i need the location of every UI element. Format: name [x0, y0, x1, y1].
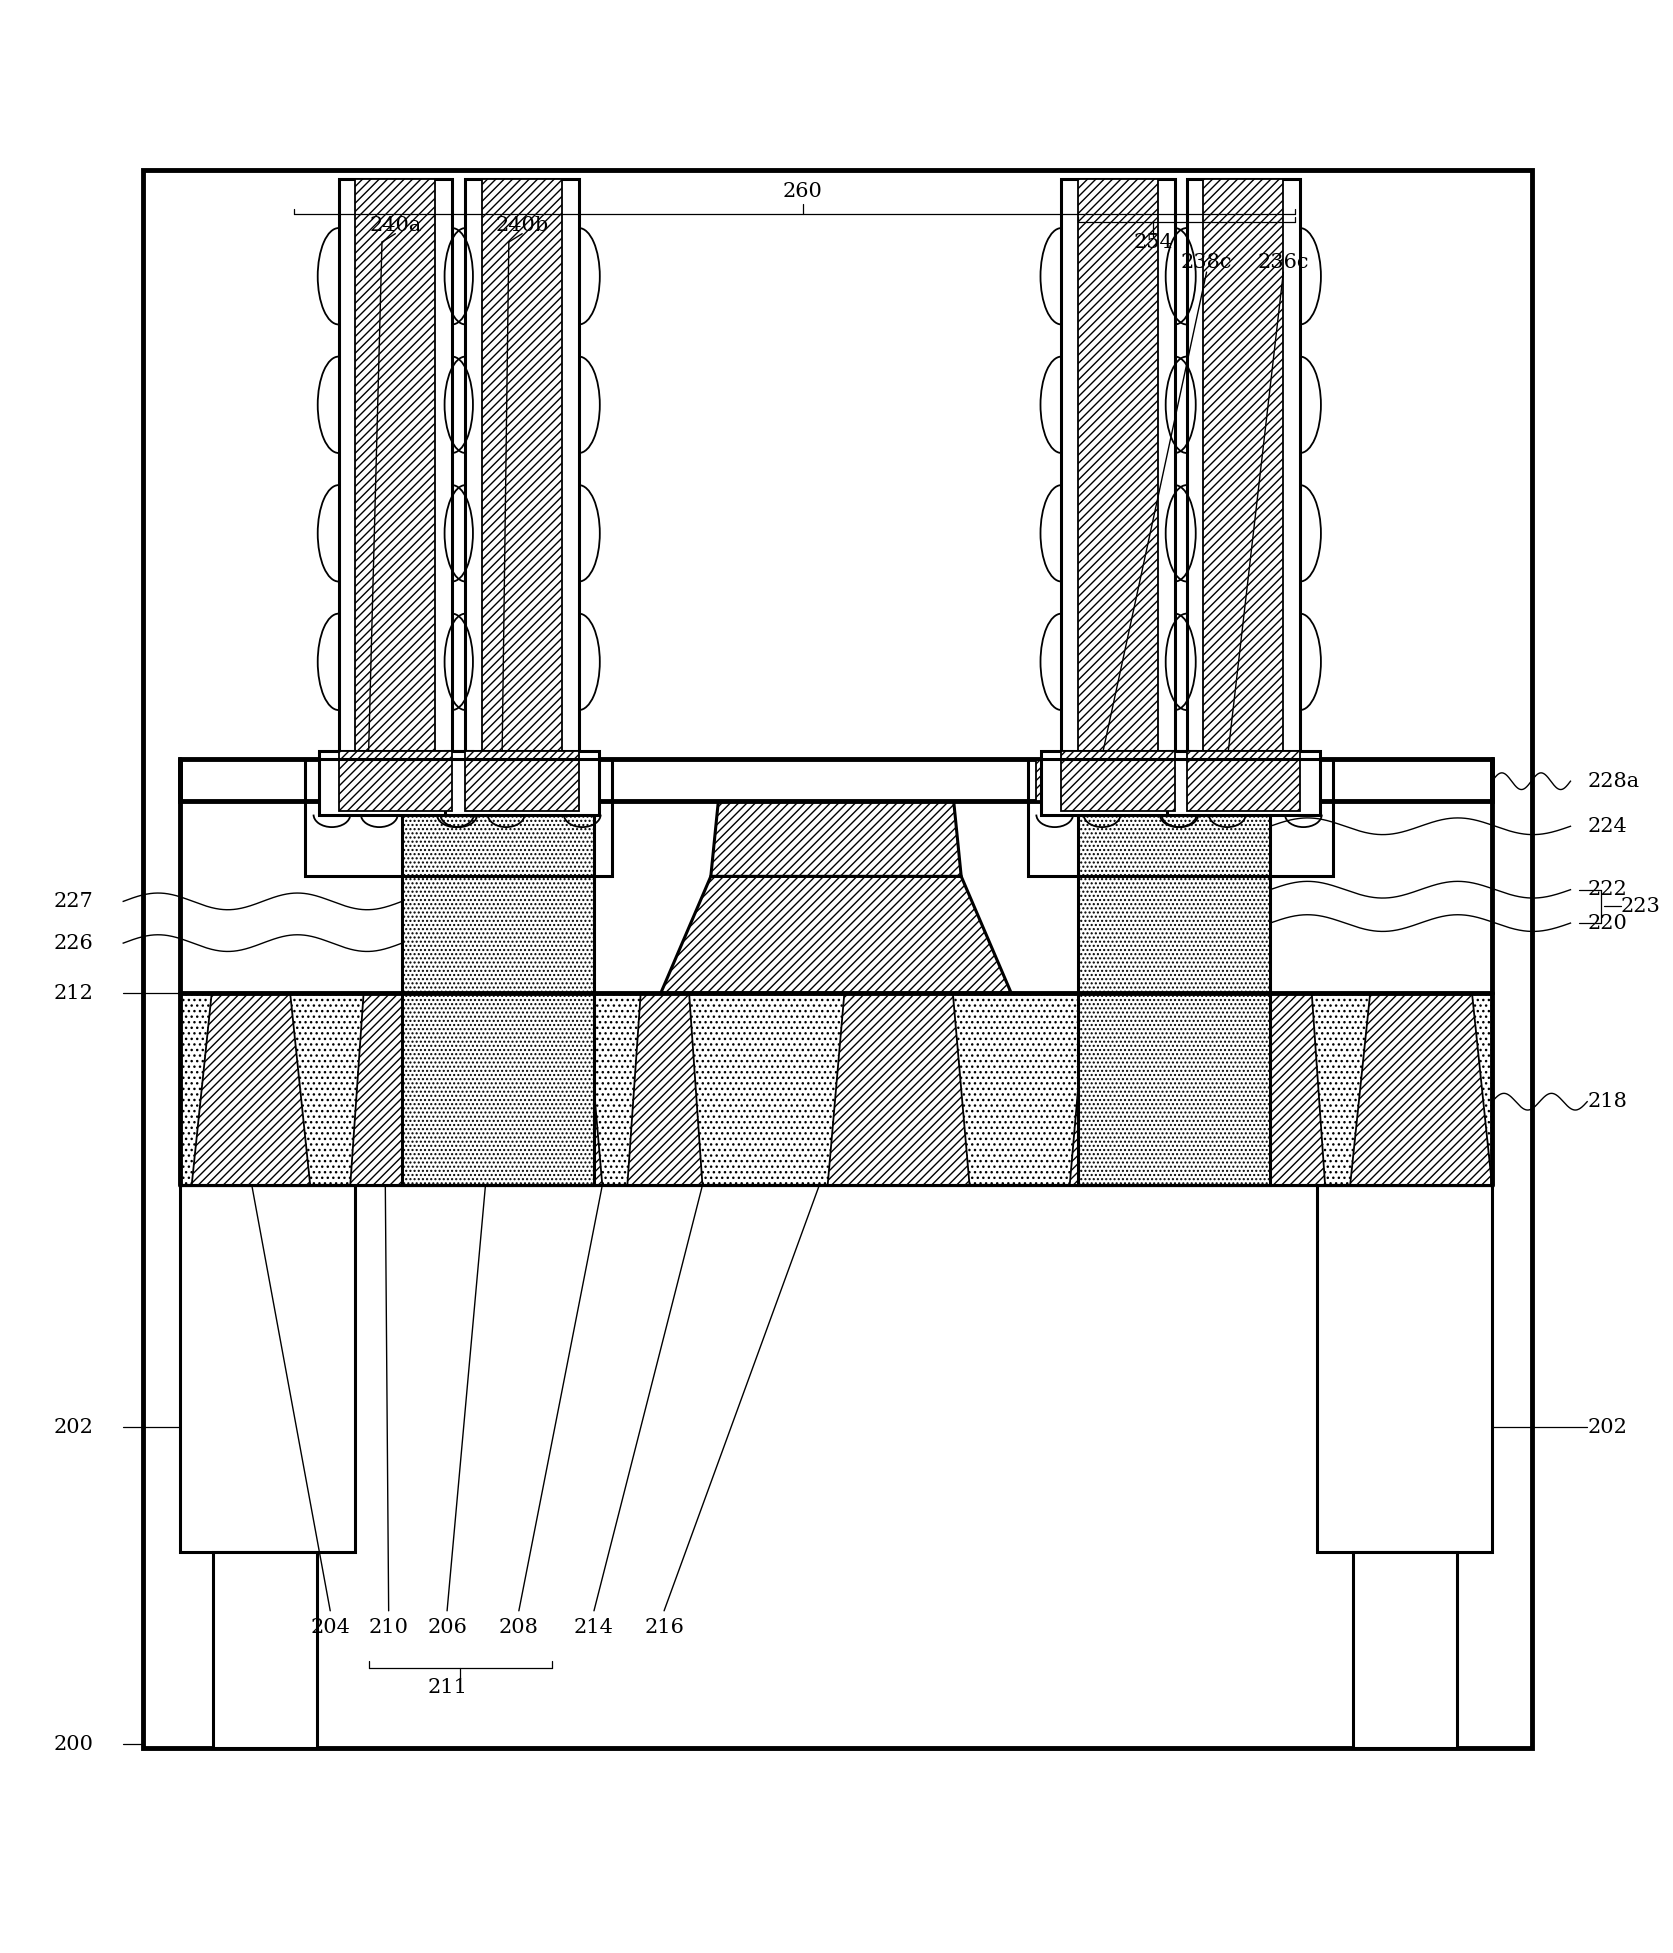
Polygon shape	[661, 877, 1010, 994]
Bar	[465, 178, 579, 760]
Text: 236c: 236c	[1258, 252, 1308, 271]
Bar	[1061, 752, 1174, 810]
Bar	[318, 760, 594, 801]
Text: 260: 260	[783, 182, 823, 201]
Bar	[1041, 752, 1195, 814]
Bar	[1077, 178, 1158, 752]
Text: 204: 204	[310, 1617, 350, 1637]
Text: 216: 216	[644, 1617, 684, 1637]
Polygon shape	[627, 994, 703, 1185]
Bar	[445, 752, 599, 814]
Bar	[1186, 752, 1300, 810]
Bar	[1061, 178, 1174, 760]
Bar	[465, 752, 579, 810]
Text: 226: 226	[54, 934, 94, 953]
Text: 218: 218	[1588, 1092, 1628, 1111]
Text: 222: 222	[1588, 881, 1626, 898]
Bar	[1166, 752, 1320, 814]
Text: 208: 208	[499, 1617, 539, 1637]
Bar	[355, 178, 435, 752]
Bar	[402, 760, 594, 1185]
Text: 202: 202	[1588, 1418, 1628, 1437]
Text: 220: 220	[1588, 914, 1628, 934]
Bar	[482, 178, 562, 752]
Text: 228a: 228a	[1588, 771, 1640, 791]
Polygon shape	[1250, 994, 1325, 1185]
Bar	[181, 801, 1492, 994]
Bar	[214, 1553, 316, 1748]
Text: 254: 254	[1133, 232, 1173, 252]
Text: 238c: 238c	[1181, 252, 1233, 271]
Text: 214: 214	[574, 1617, 614, 1637]
Text: 200: 200	[54, 1734, 94, 1754]
Text: 227: 227	[54, 893, 94, 910]
Polygon shape	[1069, 994, 1220, 1185]
Polygon shape	[711, 760, 962, 877]
Bar	[1203, 178, 1283, 752]
Text: 206: 206	[427, 1617, 467, 1637]
Bar	[181, 994, 1492, 1185]
Bar	[318, 752, 472, 814]
Bar	[1077, 760, 1270, 1185]
Bar	[1317, 1185, 1492, 1553]
Text: 223: 223	[1621, 896, 1660, 916]
Bar	[181, 994, 1492, 1185]
Polygon shape	[192, 994, 310, 1185]
Bar	[1353, 1553, 1457, 1748]
Text: 224: 224	[1588, 816, 1626, 836]
Text: 240b: 240b	[495, 217, 549, 234]
Text: 240a: 240a	[370, 217, 422, 234]
Text: 212: 212	[54, 984, 94, 1002]
Polygon shape	[828, 994, 970, 1185]
Bar	[1027, 760, 1333, 877]
Text: 202: 202	[54, 1418, 94, 1437]
Text: 211: 211	[427, 1678, 467, 1697]
Polygon shape	[1350, 994, 1492, 1185]
Bar	[181, 760, 1492, 801]
Polygon shape	[350, 994, 422, 1185]
Bar	[144, 170, 1532, 1748]
Text: 210: 210	[368, 1617, 408, 1637]
Bar	[181, 1185, 355, 1553]
Bar	[338, 752, 452, 810]
Polygon shape	[447, 994, 602, 1185]
Bar	[1186, 178, 1300, 760]
Bar	[338, 178, 452, 760]
Bar	[1036, 760, 1312, 801]
Bar	[304, 760, 612, 877]
